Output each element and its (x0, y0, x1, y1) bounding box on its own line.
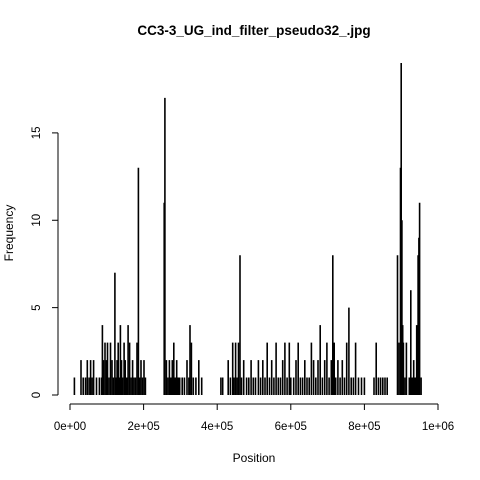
x-tick-label-3: 6e+05 (275, 421, 307, 433)
y-tick-label-3: 15 (31, 126, 43, 139)
y-axis-label: Frequency (2, 205, 16, 262)
bar-group (73, 63, 422, 395)
x-tick-label-5: 1e+06 (422, 421, 454, 433)
y-tick-label-2: 10 (31, 214, 43, 227)
y-tick-label-1: 5 (31, 304, 43, 310)
y-axis: 0 5 10 15 (31, 126, 59, 398)
chart-title: CC3-3_UG_ind_filter_pseudo32_.jpg (137, 23, 370, 38)
x-tick-label-2: 4e+05 (201, 421, 233, 433)
x-tick-label-0: 0e+00 (54, 421, 86, 433)
x-tick-label-1: 2e+05 (127, 421, 159, 433)
x-axis-label: Position (233, 451, 276, 465)
x-axis: 0e+00 2e+05 4e+05 6e+05 8e+05 1e+06 (54, 403, 454, 433)
x-tick-label-4: 8e+05 (348, 421, 380, 433)
y-tick-label-0: 0 (31, 392, 43, 398)
